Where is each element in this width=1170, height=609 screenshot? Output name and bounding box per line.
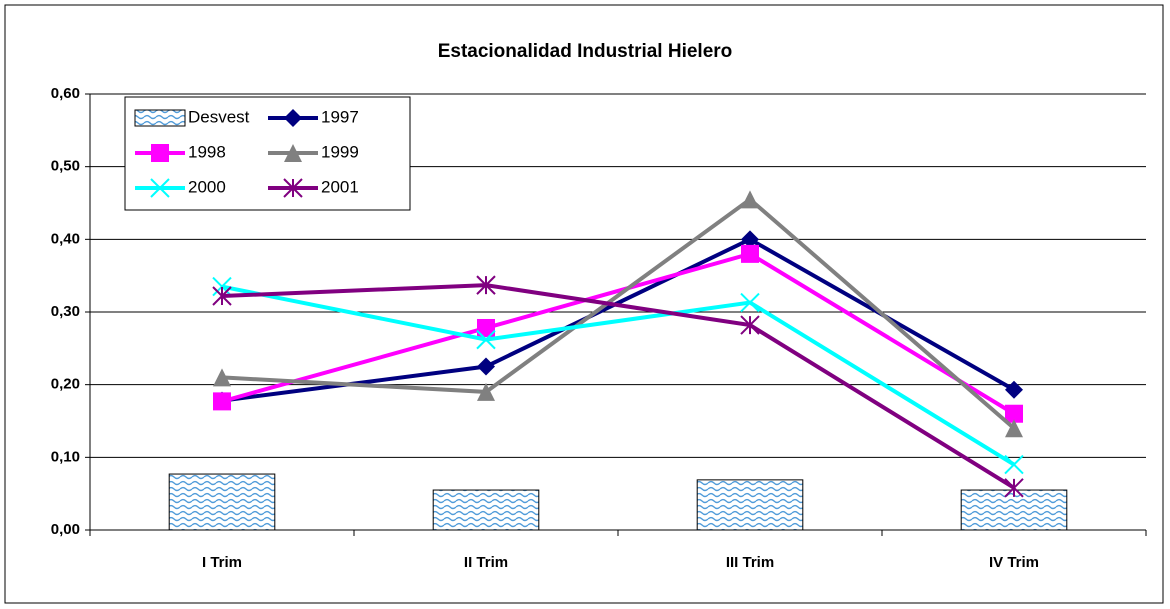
marker [212,276,232,297]
line [221,283,1016,490]
marker [477,357,495,376]
marker [213,368,231,387]
bar [432,489,540,531]
legend-label: 1997 [321,107,359,126]
marker [476,329,496,350]
marker [150,178,170,198]
y-tick-label: 0,00 [51,521,80,538]
marker [1005,404,1023,423]
marker [213,392,231,411]
marker [284,144,302,162]
y-tick-label: 0,60 [51,85,80,102]
chart-title: Estacionalidad Industrial Hielero [438,41,733,62]
y-tick-label: 0,50 [51,158,80,175]
marker [477,318,495,337]
marker [741,230,759,249]
x-tick-label: I Trim [202,554,242,571]
x-tick-label: IV Trim [989,554,1039,571]
marker [1004,454,1024,475]
line [221,196,1016,430]
y-tick-label: 0,20 [51,376,80,393]
line [221,284,1016,467]
marker [284,109,302,127]
legend-label: 2000 [188,177,226,196]
x-tick-label: III Trim [726,554,774,571]
y-tick-label: 0,30 [51,303,80,320]
legend-label: 1999 [321,142,359,161]
marker [477,382,495,401]
y-tick-label: 0,10 [51,448,80,465]
marker [212,286,232,306]
marker [1004,478,1024,498]
y-tick-label: 0,40 [51,230,80,247]
bar [168,473,276,531]
marker [476,275,496,295]
marker [740,315,760,335]
marker [741,190,759,209]
marker [740,292,760,313]
marker [741,244,759,263]
marker [1005,419,1023,438]
marker [151,144,169,162]
legend-label: 1998 [188,142,226,161]
marker [283,178,303,198]
marker [1005,380,1023,399]
x-tick-label: II Trim [464,554,508,571]
bar [696,479,804,531]
line [221,251,1016,416]
legend-label: Desvest [188,107,250,126]
legend-label: 2001 [321,177,359,196]
legend-swatch [134,109,186,127]
